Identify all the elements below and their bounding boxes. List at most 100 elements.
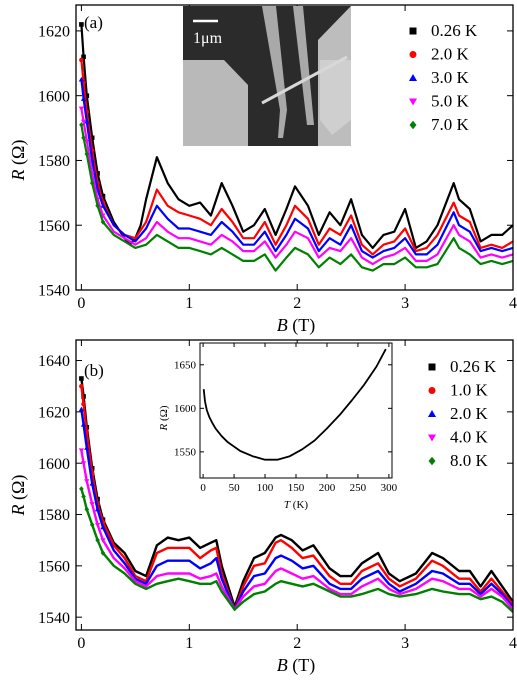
panel-b-legend-marker-4 — [427, 434, 437, 442]
panel-b-legend-label-3: 2.0 K — [450, 404, 489, 423]
panel-a-xtick-label: 3 — [401, 295, 409, 312]
panel-b-xtick-label: 2 — [293, 635, 301, 652]
panel-b-frame — [75, 339, 514, 631]
panel-a-xtick-label: 1 — [185, 295, 193, 312]
panel-b-series-4-point — [89, 502, 95, 507]
sem-lead-1 — [262, 6, 287, 138]
panel-b-series-4-point — [80, 461, 87, 466]
panel-a-legend-label-5: 7.0 K — [431, 115, 470, 134]
inset-ylabel-var: R — [158, 424, 170, 432]
panel-b-legend-label-4: 4.0 K — [450, 428, 489, 447]
panel-b-series-2-line — [80, 386, 514, 611]
panel-a-ytick-label: 1600 — [38, 88, 70, 105]
inset-ylabel: R (Ω) — [158, 405, 170, 431]
panel-b-series-5-line — [80, 488, 514, 613]
panel-b-ylabel-var: R — [8, 504, 28, 516]
panel-a-series-5-point — [100, 219, 106, 225]
panel-b-xlabel-unit: (T) — [288, 655, 315, 676]
panel-a-series-5-point — [81, 135, 86, 141]
sem-wire — [261, 55, 348, 105]
panel-b-ylabel-unit: (Ω) — [8, 475, 29, 505]
panel-a-legend-label-4: 5.0 K — [431, 92, 470, 111]
panel-a-series-4-point — [78, 106, 85, 112]
inset-xtick-label: 250 — [350, 482, 367, 494]
panel-b-xtick-label: 3 — [401, 635, 409, 652]
panel-b-legend: 0.26 K 1.0 K 2.0 K 4.0 K 8.0 K — [427, 357, 497, 470]
panel-b-series-2-point — [79, 383, 84, 389]
inset-series-1-line — [202, 348, 387, 461]
panel-a-ytick-label: 1620 — [38, 24, 70, 41]
panel-a-legend-marker-2 — [409, 51, 417, 59]
panel-a-series-5-line — [80, 124, 514, 272]
panel-a-series-3-point — [100, 203, 106, 208]
panel-a-xtick-label: 0 — [77, 295, 85, 312]
panel-a-legend-label-1: 0.26 K — [431, 21, 478, 40]
panel-a-ytick-label: 1580 — [38, 153, 70, 170]
panel-b-ytick-label: 1560 — [38, 558, 70, 575]
panel-a-ytick-label: 1540 — [38, 283, 70, 300]
panel-b-plot-area — [75, 339, 514, 631]
panel-b-ylabel: R (Ω) — [8, 475, 29, 517]
panel-b-series-4-point — [94, 522, 101, 528]
panel-b-legend-marker-5 — [428, 456, 436, 466]
panel-a-series-3-point — [78, 76, 85, 82]
panel-b-series-3-point — [80, 422, 87, 427]
panel-a-legend-label-3: 3.0 K — [431, 68, 470, 87]
inset-ylabel-unit: (Ω) — [158, 405, 170, 424]
panel-a-legend-label-2: 2.0 K — [431, 45, 470, 64]
panel-a: 0 1 2 3 4 1540 1560 1580 1600 1620 (a) R (Ω) B (T… — [8, 4, 517, 336]
sem-scale-bar-label: 1μm — [193, 30, 223, 47]
panel-b-series-3-line — [80, 409, 514, 611]
resistance-vs-temperature-inset: 0 50 100 150 200 250 300 1550 1600 1650 R (Ω) T (… — [158, 342, 398, 511]
inset-plot-area — [199, 342, 393, 479]
sem-electrode-lower-right — [320, 60, 351, 135]
panel-a-series-4-point — [80, 119, 87, 125]
inset-background — [200, 343, 392, 478]
panel-a-legend-marker-4 — [408, 98, 418, 106]
inset-ticks: 0 50 100 150 200 250 300 1550 1600 1650 — [174, 343, 398, 494]
panel-b-legend-label-5: 8.0 K — [450, 451, 489, 470]
panel-b-xlabel: B (T) — [277, 655, 315, 676]
panel-a-ylabel-unit: (Ω) — [8, 140, 29, 170]
panel-a-xlabel-var: B — [277, 315, 288, 335]
panel-b-ytick-label: 1580 — [38, 507, 70, 524]
panel-a-series-5-point — [84, 151, 90, 157]
panel-a-legend: 0.26 K 2.0 K 3.0 K 5.0 K 7.0 K — [408, 21, 478, 134]
panel-b-xtick-label: 0 — [77, 635, 85, 652]
panel-b-series-5-point — [89, 522, 95, 528]
inset-ytick-label: 1650 — [174, 360, 197, 372]
panel-b-legend-marker-3 — [427, 409, 437, 417]
panel-b-label: (b) — [84, 361, 104, 380]
panel-b-series-1-line — [80, 378, 514, 609]
panel-b-series-3-point — [89, 481, 95, 486]
inset-xtick-label: 200 — [319, 482, 336, 494]
panel-a-xlabel-unit: (T) — [288, 315, 315, 336]
inset-xtick-label: 0 — [200, 482, 206, 494]
panel-b-series-3-point — [100, 524, 106, 530]
panel-a-xlabel: B (T) — [277, 315, 315, 336]
panel-a-series-2-point — [79, 57, 84, 63]
panel-a-legend-marker-1 — [409, 27, 417, 35]
panel-b-series-5-point — [79, 486, 84, 492]
panel-b-ytick-label: 1620 — [38, 404, 70, 421]
panel-a-ylabel-var: R — [8, 169, 28, 181]
inset-xlabel-var: T — [284, 499, 291, 511]
panel-a-legend-marker-3 — [408, 73, 418, 81]
inset-xtick-label: 300 — [381, 482, 398, 494]
panel-a-series-4-line — [80, 108, 514, 266]
inset-xtick-label: 150 — [288, 482, 305, 494]
panel-a-series-5-point — [89, 180, 95, 186]
panel-b-legend-marker-1 — [428, 363, 436, 371]
panel-b-xtick-label: 4 — [509, 635, 517, 652]
panel-a-ytick-label: 1560 — [38, 218, 70, 235]
sem-lead-2 — [293, 6, 314, 125]
inset-xlabel-unit: (K) — [290, 499, 308, 511]
panel-b-xlabel-var: B — [277, 655, 288, 675]
panel-b-series-3-point — [84, 445, 90, 450]
inset-xlabel: T (K) — [284, 499, 308, 511]
panel-b-series-4-line — [80, 450, 514, 611]
panel-a-label: (a) — [84, 13, 103, 32]
panel-b-series-5-point — [81, 493, 86, 500]
panel-b-xtick-label: 1 — [185, 635, 193, 652]
